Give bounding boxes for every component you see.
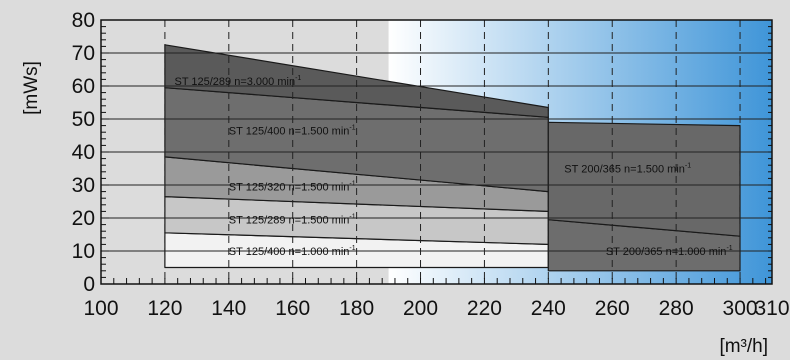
region-label-3: ST 125/320 n=1.500 min-1: [229, 181, 356, 194]
region-label-5: ST 125/289 n=3.000 min-1: [174, 75, 301, 88]
x-tick-label: 300: [723, 297, 758, 320]
x-tick-label: 100: [83, 297, 118, 320]
x-tick-label: 120: [147, 297, 182, 320]
y-tick-label: 40: [72, 141, 95, 164]
x-axis-title: [m³/h]: [719, 336, 768, 357]
region-label-7: ST 200/365 n=1.500 min-1: [564, 163, 691, 176]
y-tick-label: 60: [72, 75, 95, 98]
region-label-4: ST 125/400 n=1.500 min-1: [229, 125, 356, 138]
y-tick-label: 70: [72, 42, 95, 65]
y-tick-label: 30: [72, 174, 95, 197]
x-tick-label: 220: [467, 297, 502, 320]
region-label-6: ST 200/365 n=1.000 min-1: [606, 245, 733, 258]
operating-region-7: [547, 121, 741, 237]
x-tick-label: 200: [403, 297, 438, 320]
x-tick-label: 280: [659, 297, 694, 320]
y-tick-label: 20: [72, 207, 95, 230]
x-tick-label: 240: [531, 297, 566, 320]
y-axis-title: [mWs]: [21, 61, 42, 115]
y-tick-label: 50: [72, 108, 95, 131]
x-tick-label: 260: [595, 297, 630, 320]
region-label-2: ST 125/289 n=1.500 min-1: [229, 214, 356, 227]
x-tick-label: 180: [339, 297, 374, 320]
y-tick-label: 10: [72, 240, 95, 263]
y-tick-label: 80: [72, 9, 95, 32]
region-label-1: ST 125/400 n=1.000 min-1: [229, 245, 356, 258]
x-tick-label: 310: [754, 297, 789, 320]
x-tick-label: 140: [211, 297, 246, 320]
x-tick-label: 160: [275, 297, 310, 320]
y-tick-label: 0: [83, 273, 95, 296]
